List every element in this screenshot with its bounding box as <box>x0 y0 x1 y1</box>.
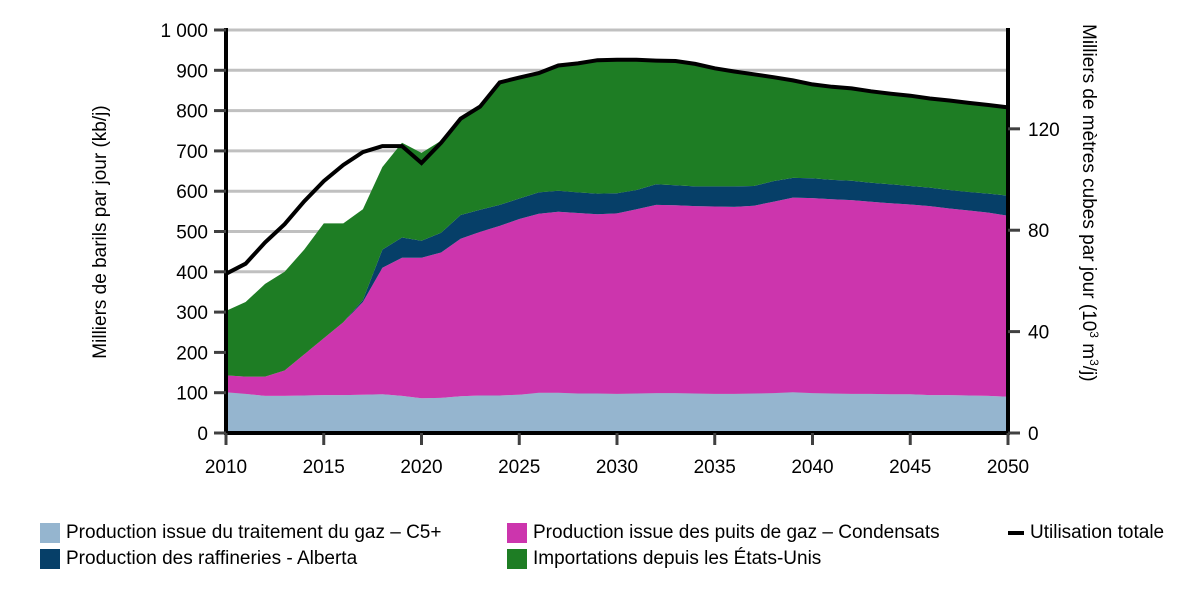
x-tick-label: 2035 <box>694 457 736 478</box>
y2-tick-label: 40 <box>1028 323 1049 344</box>
y-tick-label: 700 <box>176 142 208 163</box>
x-tick-label: 2015 <box>303 457 345 478</box>
legend: Production issue du traitement du gaz – … <box>40 522 1200 582</box>
legend-item-total: Utilisation totale <box>1008 522 1164 544</box>
legend-swatch-importations <box>507 549 527 569</box>
legend-item-importations: Importations depuis les États-Unis <box>507 548 821 570</box>
area-series-2 <box>226 177 1008 377</box>
y-tick-label: 900 <box>176 61 208 82</box>
legend-item-c5: Production issue du traitement du gaz – … <box>40 522 441 544</box>
tick-marks <box>214 28 1020 445</box>
y-tick-label: 400 <box>176 263 208 284</box>
legend-line-swatch-total <box>1008 531 1024 535</box>
x-tick-label: 2010 <box>205 457 247 478</box>
area-series-0 <box>226 392 1008 433</box>
legend-label: Production issue du traitement du gaz – … <box>66 522 442 543</box>
x-tick-label: 2040 <box>791 457 833 478</box>
y-tick-label: 0 <box>197 424 208 445</box>
y2-tick-label: 0 <box>1028 424 1039 445</box>
legend-swatch-raffineries <box>40 549 60 569</box>
y2-tick-label: 120 <box>1028 120 1060 141</box>
x-tick-label: 2045 <box>889 457 931 478</box>
x-tick-label: 2025 <box>498 457 540 478</box>
legend-label: Production des raffineries - Alberta <box>66 548 358 569</box>
x-tick-labels: 2010 2015 2020 2025 2030 2035 2040 2045 2050 <box>205 457 1029 478</box>
y-tick-label: 1 000 <box>160 21 208 42</box>
legend-label: Production issue des puits de gaz – Cond… <box>533 522 940 543</box>
total-line-layer <box>225 57 1009 276</box>
legend-swatch-condensats <box>507 523 527 543</box>
legend-item-raffineries: Production des raffineries - Alberta <box>40 548 357 570</box>
total-line <box>225 57 1009 276</box>
y-tick-label: 200 <box>176 343 208 364</box>
area-series-3 <box>226 59 1008 377</box>
y-tick-label: 600 <box>176 182 208 203</box>
x-tick-label: 2020 <box>400 457 442 478</box>
y-tick-label: 300 <box>176 303 208 324</box>
legend-label: Utilisation totale <box>1030 522 1165 543</box>
y-axis-title: Milliers de barils par jour (kb/j) <box>90 105 111 358</box>
y-tick-label: 500 <box>176 223 208 244</box>
y2-axis-title: Milliers de mètres cubes par jour (103 m… <box>1078 24 1101 382</box>
area-series-1 <box>226 197 1008 399</box>
y-tick-label: 800 <box>176 102 208 123</box>
y-tick-label: 100 <box>176 384 208 405</box>
x-tick-label: 2050 <box>987 457 1029 478</box>
x-tick-label: 2030 <box>596 457 638 478</box>
chart: 0 100 200 300 400 500 600 700 800 900 1 000 0 40 80 1… <box>90 21 1101 478</box>
stacked-areas <box>226 59 1008 433</box>
legend-item-condensats: Production issue des puits de gaz – Cond… <box>507 522 940 544</box>
y-tick-labels: 0 100 200 300 400 500 600 700 800 900 1 000 <box>160 21 208 445</box>
y2-tick-label: 80 <box>1028 221 1049 242</box>
legend-swatch-c5 <box>40 523 60 543</box>
y2-tick-labels: 0 40 80 120 <box>1028 120 1060 445</box>
legend-label: Importations depuis les États-Unis <box>533 548 822 569</box>
